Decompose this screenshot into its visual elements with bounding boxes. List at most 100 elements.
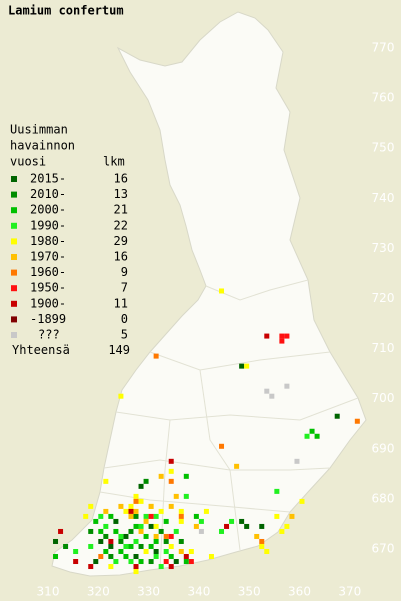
observation-square [133, 538, 139, 544]
observation-square [168, 468, 174, 474]
x-tick-label: 370 [338, 585, 361, 599]
observation-square [143, 513, 149, 519]
legend-header: vuosi [10, 155, 46, 169]
observation-square [244, 523, 250, 529]
observation-square [294, 458, 300, 464]
observation-square [138, 523, 144, 529]
observation-square [168, 478, 174, 484]
observation-square [163, 518, 169, 524]
observation-square [163, 549, 169, 554]
observation-square [193, 523, 199, 529]
observation-square [183, 493, 189, 499]
observation-square [108, 543, 114, 549]
observation-square [118, 533, 124, 539]
observation-square [244, 363, 250, 369]
observation-square [53, 554, 59, 560]
legend-count: 9 [121, 265, 128, 279]
observation-square [173, 493, 179, 499]
observation-square [93, 518, 99, 524]
observation-square [98, 554, 104, 560]
observation-square [128, 513, 134, 519]
observation-square [153, 533, 159, 539]
observation-square [73, 549, 79, 554]
observation-square [103, 549, 109, 554]
legend-count: 22 [114, 218, 128, 232]
legend-swatch [11, 332, 17, 338]
observation-square [133, 523, 139, 529]
observation-square [138, 483, 144, 489]
observation-square [138, 498, 144, 504]
observation-square [108, 564, 114, 570]
legend-swatch [11, 254, 17, 260]
observation-square [153, 513, 159, 519]
legend-label: 1960- [30, 265, 66, 279]
observation-square [188, 559, 194, 565]
observation-square [178, 549, 184, 554]
legend-count: 16 [114, 172, 128, 186]
observation-square [123, 533, 129, 539]
observation-square [133, 498, 139, 504]
observation-square [354, 418, 360, 424]
observation-square [299, 498, 305, 504]
observation-square [153, 353, 159, 359]
observation-square [178, 508, 184, 514]
observation-square [279, 333, 285, 339]
observation-square [224, 523, 230, 529]
observation-square [183, 473, 189, 479]
total-label: Yhteensä [12, 343, 70, 357]
legend-label: 1950- [30, 281, 66, 295]
observation-square [269, 393, 275, 399]
observation-square [88, 543, 94, 549]
observation-square [113, 518, 119, 524]
x-tick-label: 360 [288, 585, 311, 599]
observation-square [143, 478, 149, 484]
legend: Uusimman havainnon vuosi lkm 2015- 16 2010… [10, 123, 130, 358]
observation-square [123, 508, 129, 514]
observation-square [128, 503, 134, 509]
legend-swatch [11, 300, 17, 307]
legend-count: 5 [121, 328, 128, 342]
observation-square [148, 523, 154, 529]
observation-square [113, 559, 119, 565]
x-tick-label: 310 [37, 585, 60, 599]
observation-square [219, 528, 225, 534]
y-tick-label: 730 [372, 241, 395, 255]
observation-square [98, 513, 104, 519]
observation-square [128, 528, 134, 534]
observation-square [88, 528, 94, 534]
observation-square [168, 543, 174, 549]
observation-square [168, 458, 174, 464]
observation-square [168, 533, 174, 539]
observation-square [93, 559, 99, 565]
legend-title: Uusimman [10, 123, 68, 137]
observation-square [148, 513, 154, 519]
observation-square [239, 518, 245, 524]
observation-square [153, 523, 159, 529]
legend-label: ??? [38, 328, 60, 342]
observation-square [143, 518, 149, 524]
x-tick-label: 350 [238, 585, 261, 599]
observation-square [314, 433, 320, 439]
observation-square [148, 559, 154, 565]
observation-square [183, 559, 189, 565]
observation-square [203, 508, 209, 514]
observation-square [133, 569, 139, 575]
observation-square [193, 513, 199, 519]
observation-square [98, 528, 104, 534]
observation-square [173, 559, 179, 565]
y-tick-label: 710 [372, 341, 395, 355]
y-tick-label: 750 [372, 141, 395, 155]
title: Lamium confertum [8, 4, 124, 18]
legend-swatch [11, 176, 17, 182]
legend-count: 0 [121, 312, 128, 326]
observation-square [259, 523, 265, 529]
observation-square [73, 559, 79, 565]
legend-label: 1980- [30, 234, 66, 248]
observation-square [289, 513, 295, 519]
observation-square [173, 528, 179, 534]
observation-square [118, 538, 124, 544]
observation-square [264, 549, 270, 554]
legend-count: 11 [114, 296, 128, 310]
observation-square [274, 488, 280, 494]
